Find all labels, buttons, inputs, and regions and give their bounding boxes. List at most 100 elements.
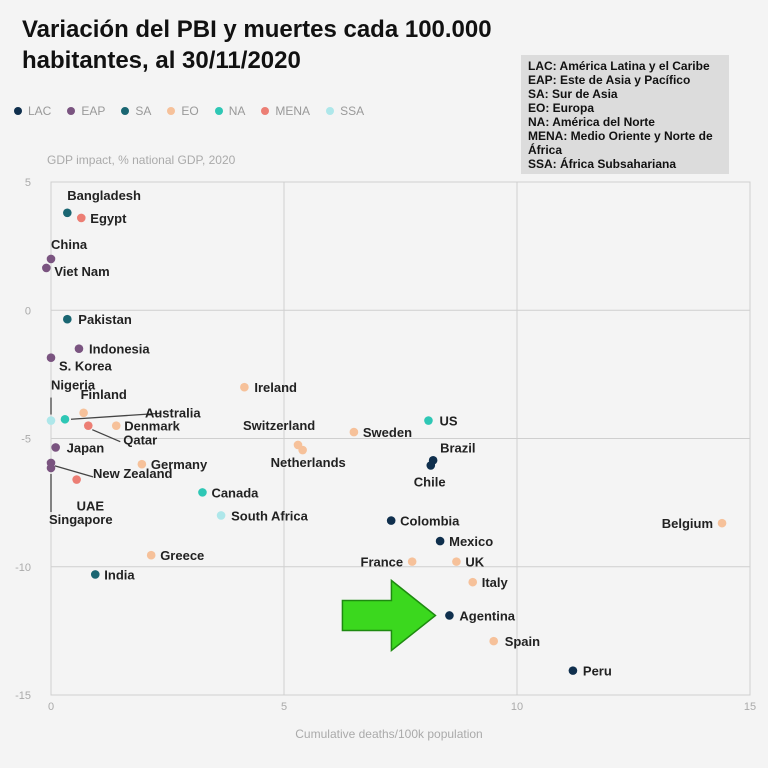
point-mexico	[435, 536, 445, 546]
x-axis-title: Cumulative deaths/100k population	[295, 727, 482, 741]
point-label-italy: Italy	[482, 575, 509, 590]
chart-title: Variación del PBI y muertes cada 100.000…	[22, 14, 582, 76]
point-indonesia	[74, 344, 84, 354]
y-tick-label: 5	[25, 177, 31, 189]
point-label-us: US	[439, 414, 457, 429]
point-label-finland: Finland	[81, 387, 127, 402]
region-key-lac: LAC: América Latina y el Caribe	[528, 59, 710, 73]
point-viet-nam	[42, 263, 51, 273]
point-label-nigeria: Nigeria	[51, 378, 96, 393]
legend-item-na: NA	[214, 104, 246, 118]
point-uk	[452, 557, 461, 566]
point-label-japan: Japan	[67, 440, 105, 455]
x-tick-label: 10	[511, 701, 523, 713]
legend-item-mena: MENA	[261, 104, 310, 118]
point-label-bangladesh: Bangladesh	[67, 188, 141, 203]
point-label-uae: UAE	[77, 499, 105, 514]
legend-label-eo: EO	[181, 104, 199, 118]
point-label-chile: Chile	[414, 474, 446, 489]
point-label-switzerland: Switzerland	[243, 418, 315, 433]
point-singapore	[46, 463, 56, 473]
point-us	[424, 416, 433, 425]
point-label-colombia: Colombia	[400, 514, 460, 529]
point-italy	[468, 577, 478, 587]
point-label-canada: Canada	[211, 485, 259, 500]
x-tick-label: 5	[281, 701, 287, 713]
region-key-mena: MENA: Medio Oriente y Norte de África	[528, 129, 713, 157]
point-sweden	[349, 427, 359, 437]
legend-dot-eo	[167, 107, 176, 115]
point-label-peru: Peru	[583, 664, 612, 679]
point-label-qatar: Qatar	[123, 433, 157, 448]
region-key-box: LAC: América Latina y el Caribe EAP: Est…	[521, 55, 729, 174]
region-key-eap: EAP: Este de Asia y Pacífico	[528, 73, 691, 87]
point-label-indonesia: Indonesia	[89, 342, 150, 357]
legend-item-eo: EO	[167, 104, 199, 118]
point-label-mexico: Mexico	[449, 534, 493, 549]
legend-label-ssa: SSA	[340, 104, 365, 118]
legend-label-lac: LAC	[28, 104, 52, 118]
y-tick-label: -15	[15, 690, 31, 702]
point-colombia	[386, 516, 396, 525]
y-tick-label: -5	[21, 434, 31, 446]
chart-title-line-1: Variación del PBI y muertes cada 100.000	[22, 16, 492, 43]
point-south-africa	[216, 511, 226, 520]
point-finland	[79, 408, 88, 418]
point-chile	[426, 461, 436, 470]
point-label-belgium: Belgium	[662, 516, 713, 531]
region-key-na: NA: América del Norte	[528, 115, 655, 129]
point-canada	[198, 488, 207, 497]
leader-line-australia	[70, 412, 162, 420]
point-ireland	[240, 382, 249, 392]
legend-dot-eap	[67, 107, 76, 115]
leader-line-new-zealand	[54, 465, 94, 478]
legend-label-mena: MENA	[275, 104, 311, 118]
point-pakistan	[63, 314, 72, 324]
point-agentina	[445, 611, 454, 620]
legend-dot-lac	[14, 107, 22, 115]
legend-label-eap: EAP	[81, 104, 106, 118]
point-japan	[51, 443, 60, 452]
point-label-france: France	[361, 555, 404, 570]
y-tick-label: 0	[25, 305, 31, 317]
point-denmark	[111, 421, 121, 430]
point-china	[46, 254, 56, 264]
region-key-sa: SA: Sur de Asia	[528, 87, 618, 101]
point-peru	[568, 666, 578, 675]
point-qatar	[83, 421, 93, 430]
point-bangladesh	[63, 208, 72, 218]
point-label-greece: Greece	[160, 548, 204, 563]
point-label-spain: Spain	[505, 634, 540, 649]
point-belgium	[717, 518, 727, 528]
legend-label-sa: SA	[135, 104, 152, 118]
legend-item-eap: EAP	[67, 104, 105, 118]
point-india	[90, 570, 100, 579]
point-label-india: India	[104, 567, 135, 582]
point-netherlands	[298, 445, 307, 455]
chart-legend: LAC EAP SA EO NA MENA SSA	[14, 104, 380, 118]
point-uae	[72, 475, 81, 484]
legend-dot-ssa	[326, 107, 335, 115]
point-label-china: China	[51, 237, 88, 252]
point-greece	[146, 550, 156, 560]
chart-title-line-2: habitantes, al 30/11/2020	[22, 47, 301, 74]
x-tick-label: 0	[48, 701, 54, 713]
leader-line-qatar	[92, 429, 121, 443]
point-australia	[60, 414, 70, 424]
point-label-germany: Germany	[151, 457, 208, 472]
point-germany	[137, 459, 147, 469]
legend-item-sa: SA	[121, 104, 151, 118]
point-nigeria	[46, 416, 56, 425]
point-label-ireland: Ireland	[254, 380, 297, 395]
point-label-sweden: Sweden	[363, 425, 412, 440]
point-label-pakistan: Pakistan	[78, 312, 132, 327]
annotation-arrow	[341, 578, 437, 653]
point-label-new-zealand: New Zealand	[93, 466, 173, 481]
region-key-ssa: SSA: África Subsahariana	[528, 157, 677, 171]
legend-label-na: NA	[228, 104, 246, 118]
point-label-brazil: Brazil	[440, 440, 475, 455]
legend-item-lac: LAC	[14, 104, 51, 118]
point-spain	[489, 636, 499, 646]
point-label-egypt: Egypt	[90, 211, 127, 226]
